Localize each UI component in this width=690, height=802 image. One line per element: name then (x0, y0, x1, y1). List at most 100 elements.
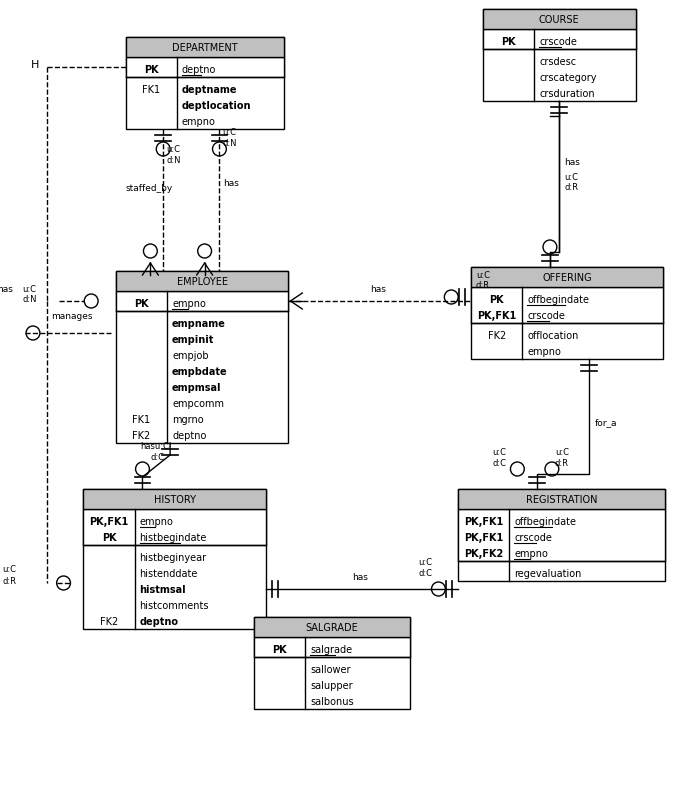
Text: HISTORY: HISTORY (154, 494, 195, 504)
Text: FK2: FK2 (488, 330, 506, 341)
Text: u:C: u:C (476, 270, 490, 280)
Text: d:C: d:C (150, 452, 164, 461)
Bar (471, 268, 663, 359)
Text: PK: PK (134, 298, 149, 309)
Bar (254, 638, 410, 657)
Text: FK1: FK1 (132, 415, 150, 424)
Bar (116, 272, 288, 444)
Text: has: has (224, 179, 239, 188)
Text: empinit: empinit (172, 334, 215, 345)
Text: salupper: salupper (310, 680, 353, 691)
Text: histbegindate: histbegindate (139, 533, 207, 542)
Text: COURSE: COURSE (539, 15, 580, 25)
Text: REGISTRATION: REGISTRATION (526, 494, 598, 504)
Text: crsduration: crsduration (539, 89, 595, 99)
Text: empname: empname (172, 318, 226, 329)
Text: u:C: u:C (564, 172, 578, 182)
Text: PK,FK1: PK,FK1 (464, 516, 504, 526)
Text: d:R: d:R (2, 577, 17, 585)
Text: offbegindate: offbegindate (527, 294, 589, 305)
Text: PK,FK1: PK,FK1 (477, 310, 516, 321)
Text: EMPLOYEE: EMPLOYEE (177, 277, 228, 286)
Text: empno: empno (172, 298, 206, 309)
Text: empno: empno (182, 117, 216, 127)
Text: offbegindate: offbegindate (515, 516, 576, 526)
Bar (83, 489, 266, 630)
Text: empno: empno (515, 549, 549, 558)
Text: has: has (0, 285, 13, 294)
Bar (458, 489, 665, 581)
Text: FK1: FK1 (142, 85, 160, 95)
Bar (471, 268, 663, 288)
Text: PK: PK (144, 65, 159, 75)
Text: empjob: empjob (172, 350, 208, 361)
Text: u:C: u:C (166, 145, 180, 154)
Text: for_a: for_a (594, 418, 617, 427)
Text: u:C: u:C (22, 285, 36, 294)
Text: H: H (31, 60, 39, 70)
Bar (83, 509, 266, 545)
Text: PK: PK (489, 294, 504, 305)
Bar (483, 10, 635, 102)
Bar (254, 618, 410, 638)
Text: PK: PK (101, 533, 116, 542)
Bar (458, 489, 665, 509)
Text: salbonus: salbonus (310, 696, 354, 706)
Text: crsdesc: crsdesc (539, 57, 576, 67)
Text: SALGRADE: SALGRADE (306, 622, 358, 632)
Text: deptno: deptno (182, 65, 217, 75)
Text: deptno: deptno (139, 616, 179, 626)
Bar (483, 30, 635, 50)
Text: histbeginyear: histbeginyear (139, 553, 206, 562)
Bar (471, 288, 663, 323)
Text: d:N: d:N (222, 139, 237, 148)
Text: deptlocation: deptlocation (182, 101, 251, 111)
Text: PK,FK2: PK,FK2 (464, 549, 504, 558)
Text: deptname: deptname (182, 85, 237, 95)
Text: PK: PK (273, 644, 287, 654)
Text: d:C: d:C (419, 569, 433, 577)
Text: u:C: u:C (493, 448, 506, 456)
Text: d:R: d:R (564, 183, 578, 192)
Text: empmsal: empmsal (172, 383, 221, 392)
Text: manages: manages (51, 312, 92, 321)
Text: sallower: sallower (310, 664, 351, 674)
Text: FK2: FK2 (100, 616, 118, 626)
Text: empbdate: empbdate (172, 367, 228, 376)
Bar (458, 509, 665, 561)
Bar (116, 272, 288, 292)
Text: crscode: crscode (527, 310, 565, 321)
Text: offlocation: offlocation (527, 330, 579, 341)
Bar (483, 10, 635, 30)
Text: histmsal: histmsal (139, 585, 186, 594)
Text: crscode: crscode (515, 533, 552, 542)
Text: has: has (352, 573, 368, 581)
Text: u:C: u:C (555, 448, 569, 456)
Text: u:C: u:C (222, 128, 237, 137)
Text: d:N: d:N (22, 294, 37, 304)
Text: u:C: u:C (2, 565, 17, 573)
Bar (116, 292, 288, 312)
Text: mgrno: mgrno (172, 415, 204, 424)
Bar (126, 58, 284, 78)
Text: histcomments: histcomments (139, 600, 209, 610)
Text: d:R: d:R (555, 459, 569, 468)
Text: d:C: d:C (493, 459, 506, 468)
Text: empcomm: empcomm (172, 399, 224, 408)
Text: deptno: deptno (172, 431, 206, 440)
Text: crscategory: crscategory (539, 73, 597, 83)
Text: regevaluation: regevaluation (515, 569, 582, 578)
Bar (126, 38, 284, 58)
Text: u:C: u:C (419, 557, 433, 566)
Text: histenddate: histenddate (139, 569, 198, 578)
Text: hasu:C: hasu:C (141, 441, 169, 451)
Text: d:N: d:N (166, 156, 181, 164)
Text: salgrade: salgrade (310, 644, 353, 654)
Text: crscode: crscode (539, 37, 577, 47)
Text: PK,FK1: PK,FK1 (89, 516, 128, 526)
Text: DEPARTMENT: DEPARTMENT (172, 43, 237, 53)
Text: FK2: FK2 (132, 431, 150, 440)
Text: empno: empno (139, 516, 173, 526)
Text: d:R: d:R (476, 281, 490, 290)
Text: has: has (564, 158, 580, 167)
